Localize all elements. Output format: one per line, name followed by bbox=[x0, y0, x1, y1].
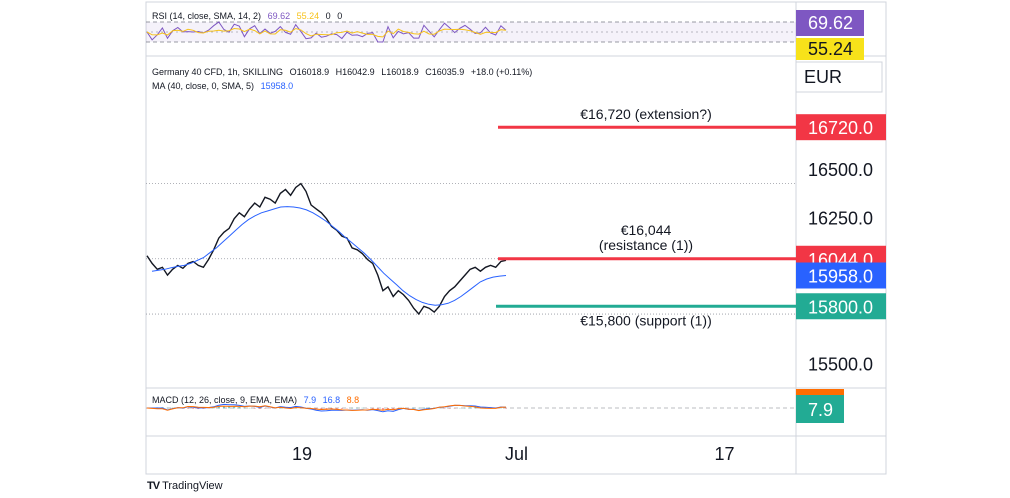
time-tick-label: 17 bbox=[714, 444, 734, 464]
time-tick-label: Jul bbox=[505, 444, 528, 464]
macd-hist-bar bbox=[192, 408, 195, 409]
macd-hist-bar bbox=[428, 407, 431, 409]
chart-border bbox=[145, 1, 887, 475]
series-layer bbox=[146, 182, 507, 316]
symbol-legend: Germany 40 CFD, 1h, SKILLING O16018.9 H1… bbox=[152, 67, 532, 77]
macd-hist-bar bbox=[469, 407, 472, 409]
macd-hist-bar bbox=[499, 407, 502, 409]
macd-hist-bar bbox=[263, 408, 266, 409]
macd-hist-bar bbox=[320, 408, 323, 410]
currency-label: EUR bbox=[804, 67, 842, 87]
macd-hist-bar bbox=[443, 408, 446, 409]
rsi-ma-badge bbox=[796, 38, 864, 60]
macd-hist-bar bbox=[243, 407, 246, 409]
level-label: €16,720 (extension?) bbox=[580, 106, 712, 122]
signal-line bbox=[146, 404, 507, 412]
macd-hist-bar bbox=[371, 408, 374, 409]
rsi-line bbox=[146, 21, 507, 43]
macd-hist-bar bbox=[228, 406, 231, 409]
rsi-badge bbox=[796, 10, 864, 36]
level-badge-label: 15958.0 bbox=[808, 267, 873, 287]
macd-hist-bar bbox=[474, 407, 477, 409]
level-label-sub: (resistance (1)) bbox=[599, 237, 693, 253]
macd-hist-bar bbox=[222, 406, 225, 409]
macd-hist-bar bbox=[197, 408, 200, 410]
macd-hist-bar bbox=[166, 407, 169, 409]
macd-hist-bar bbox=[253, 408, 256, 409]
macd-pane: MACD (12, 26, close, 9, EMA, EMA) 7.9 16… bbox=[146, 389, 844, 423]
rsi-pane: RSI (14, close, SMA, 14, 2) 69.62 55.24 … bbox=[146, 10, 864, 60]
macd-hist-bar bbox=[381, 408, 384, 410]
macd-hist-bar bbox=[187, 408, 190, 409]
price-tick-label: 16250.0 bbox=[808, 209, 873, 229]
price-series-line bbox=[146, 182, 507, 316]
tradingview-logo[interactable]: TV TradingView bbox=[147, 480, 223, 492]
price-tick-label: 16500.0 bbox=[808, 160, 873, 180]
macd-hist-bar bbox=[335, 408, 338, 410]
tradingview-mark-icon: TV bbox=[147, 480, 160, 492]
rsi-ma-badge-label: 55.24 bbox=[808, 39, 853, 59]
macd-hist-bar bbox=[356, 407, 359, 409]
macd-hist-bar bbox=[238, 407, 241, 409]
price-tick-label: 15500.0 bbox=[808, 355, 873, 375]
macd-badge bbox=[796, 395, 844, 423]
macd-hist-bar bbox=[258, 408, 261, 409]
macd-hist-bar bbox=[463, 407, 466, 409]
macd-signal-badge bbox=[796, 389, 844, 395]
rsi-badge-label: 69.62 bbox=[808, 13, 853, 33]
time-tick-label: 19 bbox=[292, 444, 312, 464]
macd-hist-bar bbox=[422, 407, 425, 409]
price-ticks: 16500.0 16250.0 15500.0 bbox=[808, 160, 873, 375]
rsi-legend: RSI (14, close, SMA, 14, 2) 69.62 55.24 … bbox=[152, 11, 342, 21]
macd-hist-bar bbox=[233, 406, 236, 409]
rsi-ma-line bbox=[146, 27, 507, 38]
macd-hist-bar bbox=[202, 408, 205, 409]
time-axis: 19 Jul 17 bbox=[292, 444, 735, 464]
level-badge bbox=[796, 293, 886, 320]
macd-badge-label: 7.9 bbox=[808, 400, 833, 420]
macd-hist-bar bbox=[392, 408, 395, 410]
macd-hist-bar bbox=[376, 408, 379, 410]
macd-hist-bar bbox=[212, 407, 215, 409]
macd-hist-bar bbox=[340, 408, 343, 409]
ma-legend: MA (40, close, 0, SMA, 5) 15958.0 bbox=[152, 81, 293, 91]
ma-series-line bbox=[151, 206, 507, 306]
level-badge-label: 15800.0 bbox=[808, 297, 873, 317]
level-badge bbox=[796, 114, 886, 141]
macd-hist-bar bbox=[412, 407, 415, 409]
currency-box[interactable] bbox=[795, 61, 883, 93]
level-lines: €16,720 (extension?) 16720.0 €16,044(resis… bbox=[496, 106, 886, 328]
macd-hist-bar bbox=[171, 407, 174, 409]
level-badge-label: 16720.0 bbox=[808, 118, 873, 138]
macd-hist-bar bbox=[448, 408, 451, 409]
level-badge bbox=[796, 262, 886, 289]
macd-hist-bar bbox=[361, 407, 364, 409]
tradingview-label: TradingView bbox=[162, 480, 223, 492]
level-label: €15,800 (support (1)) bbox=[580, 312, 712, 328]
macd-legend: MACD (12, 26, close, 9, EMA, EMA) 7.9 16… bbox=[152, 395, 359, 405]
reference-lines bbox=[146, 183, 796, 315]
macd-hist-bar bbox=[217, 406, 220, 409]
level-label: €16,044 bbox=[621, 222, 672, 238]
